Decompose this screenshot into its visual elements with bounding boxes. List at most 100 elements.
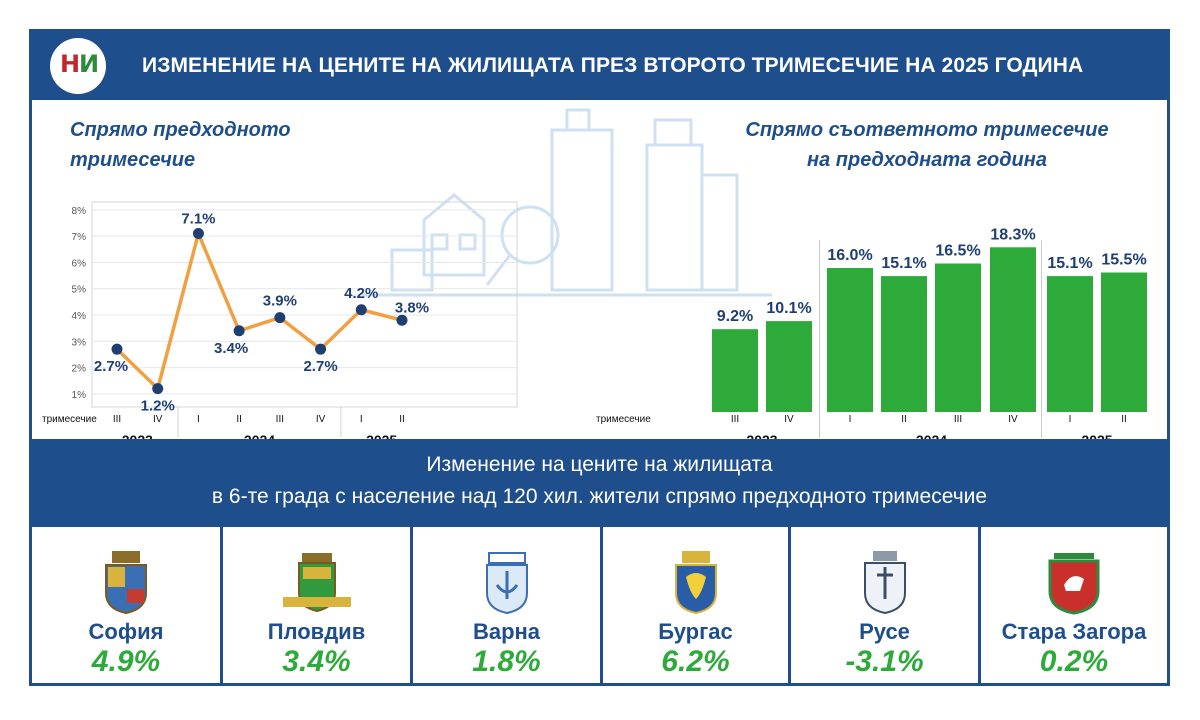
x-tick-label: III: [731, 414, 739, 425]
y-tick-label: 8%: [72, 206, 87, 217]
city-name: Бургас: [658, 619, 733, 644]
city-value: -3.1%: [845, 645, 924, 678]
year-label: 2023: [122, 432, 153, 439]
city-value: 1.8%: [472, 645, 541, 678]
left-chart-title: Спрямо предходното тримесечие: [70, 119, 291, 171]
data-point: [152, 383, 164, 395]
x-tick-label: I: [197, 414, 200, 425]
year-label: 2025: [366, 432, 397, 439]
sofia-crest-icon: [105, 551, 147, 615]
city-card-plovdiv: Пловдив 3.4%: [223, 527, 413, 686]
cities-row: София 4.9% Пловдив 3.4% Варна 1.8%: [32, 527, 1167, 689]
y-tick-label: 2%: [72, 364, 87, 375]
nsi-logo: Н И: [50, 38, 106, 94]
data-label: 4.2%: [344, 285, 378, 302]
data-label: 2.7%: [303, 358, 337, 375]
city-name: Стара Загора: [1001, 619, 1147, 644]
x-tick-label: III: [276, 414, 284, 425]
data-point: [233, 325, 245, 337]
x-tick-label: II: [901, 414, 907, 425]
data-label: 3.9%: [263, 293, 297, 310]
x-tick-label: I: [360, 414, 363, 425]
data-label: 7.1%: [181, 211, 215, 228]
city-value: 0.2%: [1039, 645, 1109, 678]
city-name: Русе: [859, 619, 910, 644]
city-card-ruse: Русе -3.1%: [791, 527, 981, 686]
x-tick-label: II: [399, 414, 405, 425]
x-tick-label: I: [1069, 414, 1072, 425]
city-card-sofia: София 4.9%: [32, 527, 223, 686]
series-line: [115, 231, 403, 391]
city-name: Пловдив: [267, 619, 366, 644]
buildings-watermark-icon: [362, 108, 772, 297]
city-name: Варна: [472, 619, 541, 644]
bar: [1047, 276, 1093, 412]
city-value: 6.2%: [661, 645, 730, 678]
x-tick-label: II: [1121, 414, 1127, 425]
x-tick-label: IV: [784, 414, 794, 425]
data-label: 2.7%: [94, 358, 128, 375]
year-label: 2023: [746, 432, 777, 439]
x-row-label: тримесечие: [596, 414, 651, 425]
band-title-line1: Изменение на цените на жилищата: [426, 453, 773, 476]
infographic-frame: Н И ИЗМЕНЕНИЕ НА ЦЕНИТЕ НА ЖИЛИЩАТА ПРЕЗ…: [29, 29, 1170, 686]
data-point: [274, 312, 286, 324]
bar: [881, 276, 927, 412]
x-tick-label: II: [236, 414, 242, 425]
data-point: [396, 314, 408, 326]
x-tick-label: IV: [316, 414, 326, 425]
year-label: 2025: [1081, 432, 1112, 439]
line-chart: 1% 2% 3% 4% 5% 6% 7% 8% 2.7% 1.2% 7.1% 3.4% 3.9% 2.7%…: [42, 201, 518, 439]
line-plot-frame: [91, 201, 518, 408]
year-label: 2024: [916, 432, 947, 439]
city-card-stara-zagora: Стара Загора 0.2%: [981, 527, 1167, 686]
page-title: ИЗМЕНЕНИЕ НА ЦЕНИТЕ НА ЖИЛИЩАТА ПРЕЗ ВТО…: [142, 54, 1084, 77]
data-point: [355, 304, 367, 316]
bar-value-label: 15.1%: [1047, 255, 1092, 272]
bar: [827, 268, 873, 412]
bar: [1101, 272, 1147, 412]
header-bar: Н И ИЗМЕНЕНИЕ НА ЦЕНИТЕ НА ЖИЛИЩАТА ПРЕЗ…: [32, 32, 1167, 100]
bar-value-label: 9.2%: [717, 308, 753, 325]
data-label: 1.2%: [141, 398, 175, 415]
data-point: [315, 343, 327, 355]
bar: [766, 321, 812, 412]
ruse-crest-icon: [863, 551, 906, 615]
y-tick-label: 4%: [72, 311, 87, 322]
data-point: [111, 343, 123, 355]
x-tick-label: I: [849, 414, 852, 425]
city-value: 3.4%: [282, 645, 351, 678]
band-title-line2: в 6-те града с население над 120 хил. жи…: [211, 485, 988, 508]
bar: [990, 247, 1036, 412]
stara-zagora-crest-icon: [1048, 553, 1100, 615]
x-row-label: тримесечие: [42, 414, 97, 425]
y-tick-label: 1%: [72, 390, 87, 401]
bar-value-label: 16.5%: [935, 243, 980, 260]
data-label: 3.4%: [214, 340, 248, 357]
cities-band: Изменение на цените на жилищата в 6-те г…: [32, 439, 1167, 527]
data-label: 3.8%: [395, 299, 429, 316]
burgas-crest-icon: [674, 551, 717, 615]
city-card-varna: Варна 1.8%: [413, 527, 603, 686]
city-card-burgas: Бургас 6.2%: [603, 527, 791, 686]
y-tick-label: 3%: [72, 337, 87, 348]
city-value: 4.9%: [91, 645, 161, 678]
bar-value-label: 15.5%: [1101, 252, 1146, 269]
plovdiv-crest-icon: [282, 553, 351, 613]
x-tick-label: IV: [153, 414, 163, 425]
year-label: 2024: [244, 432, 275, 439]
bar-value-label: 15.1%: [881, 255, 926, 272]
y-tick-label: 7%: [72, 232, 87, 243]
bar-chart: тримесечие9.2%III10.1%IV16.0%I15.1%II16.…: [596, 226, 1147, 439]
varna-crest-icon: [485, 552, 528, 615]
x-tick-label: IV: [1008, 414, 1018, 425]
x-tick-label: III: [113, 414, 121, 425]
bar-value-label: 10.1%: [766, 300, 811, 317]
bar-value-label: 18.3%: [990, 226, 1035, 243]
bar: [935, 263, 981, 412]
bar-value-label: 16.0%: [827, 247, 872, 264]
y-tick-label: 6%: [72, 258, 87, 269]
bar: [712, 329, 758, 412]
city-name: София: [88, 619, 164, 644]
x-tick-label: III: [954, 414, 962, 425]
